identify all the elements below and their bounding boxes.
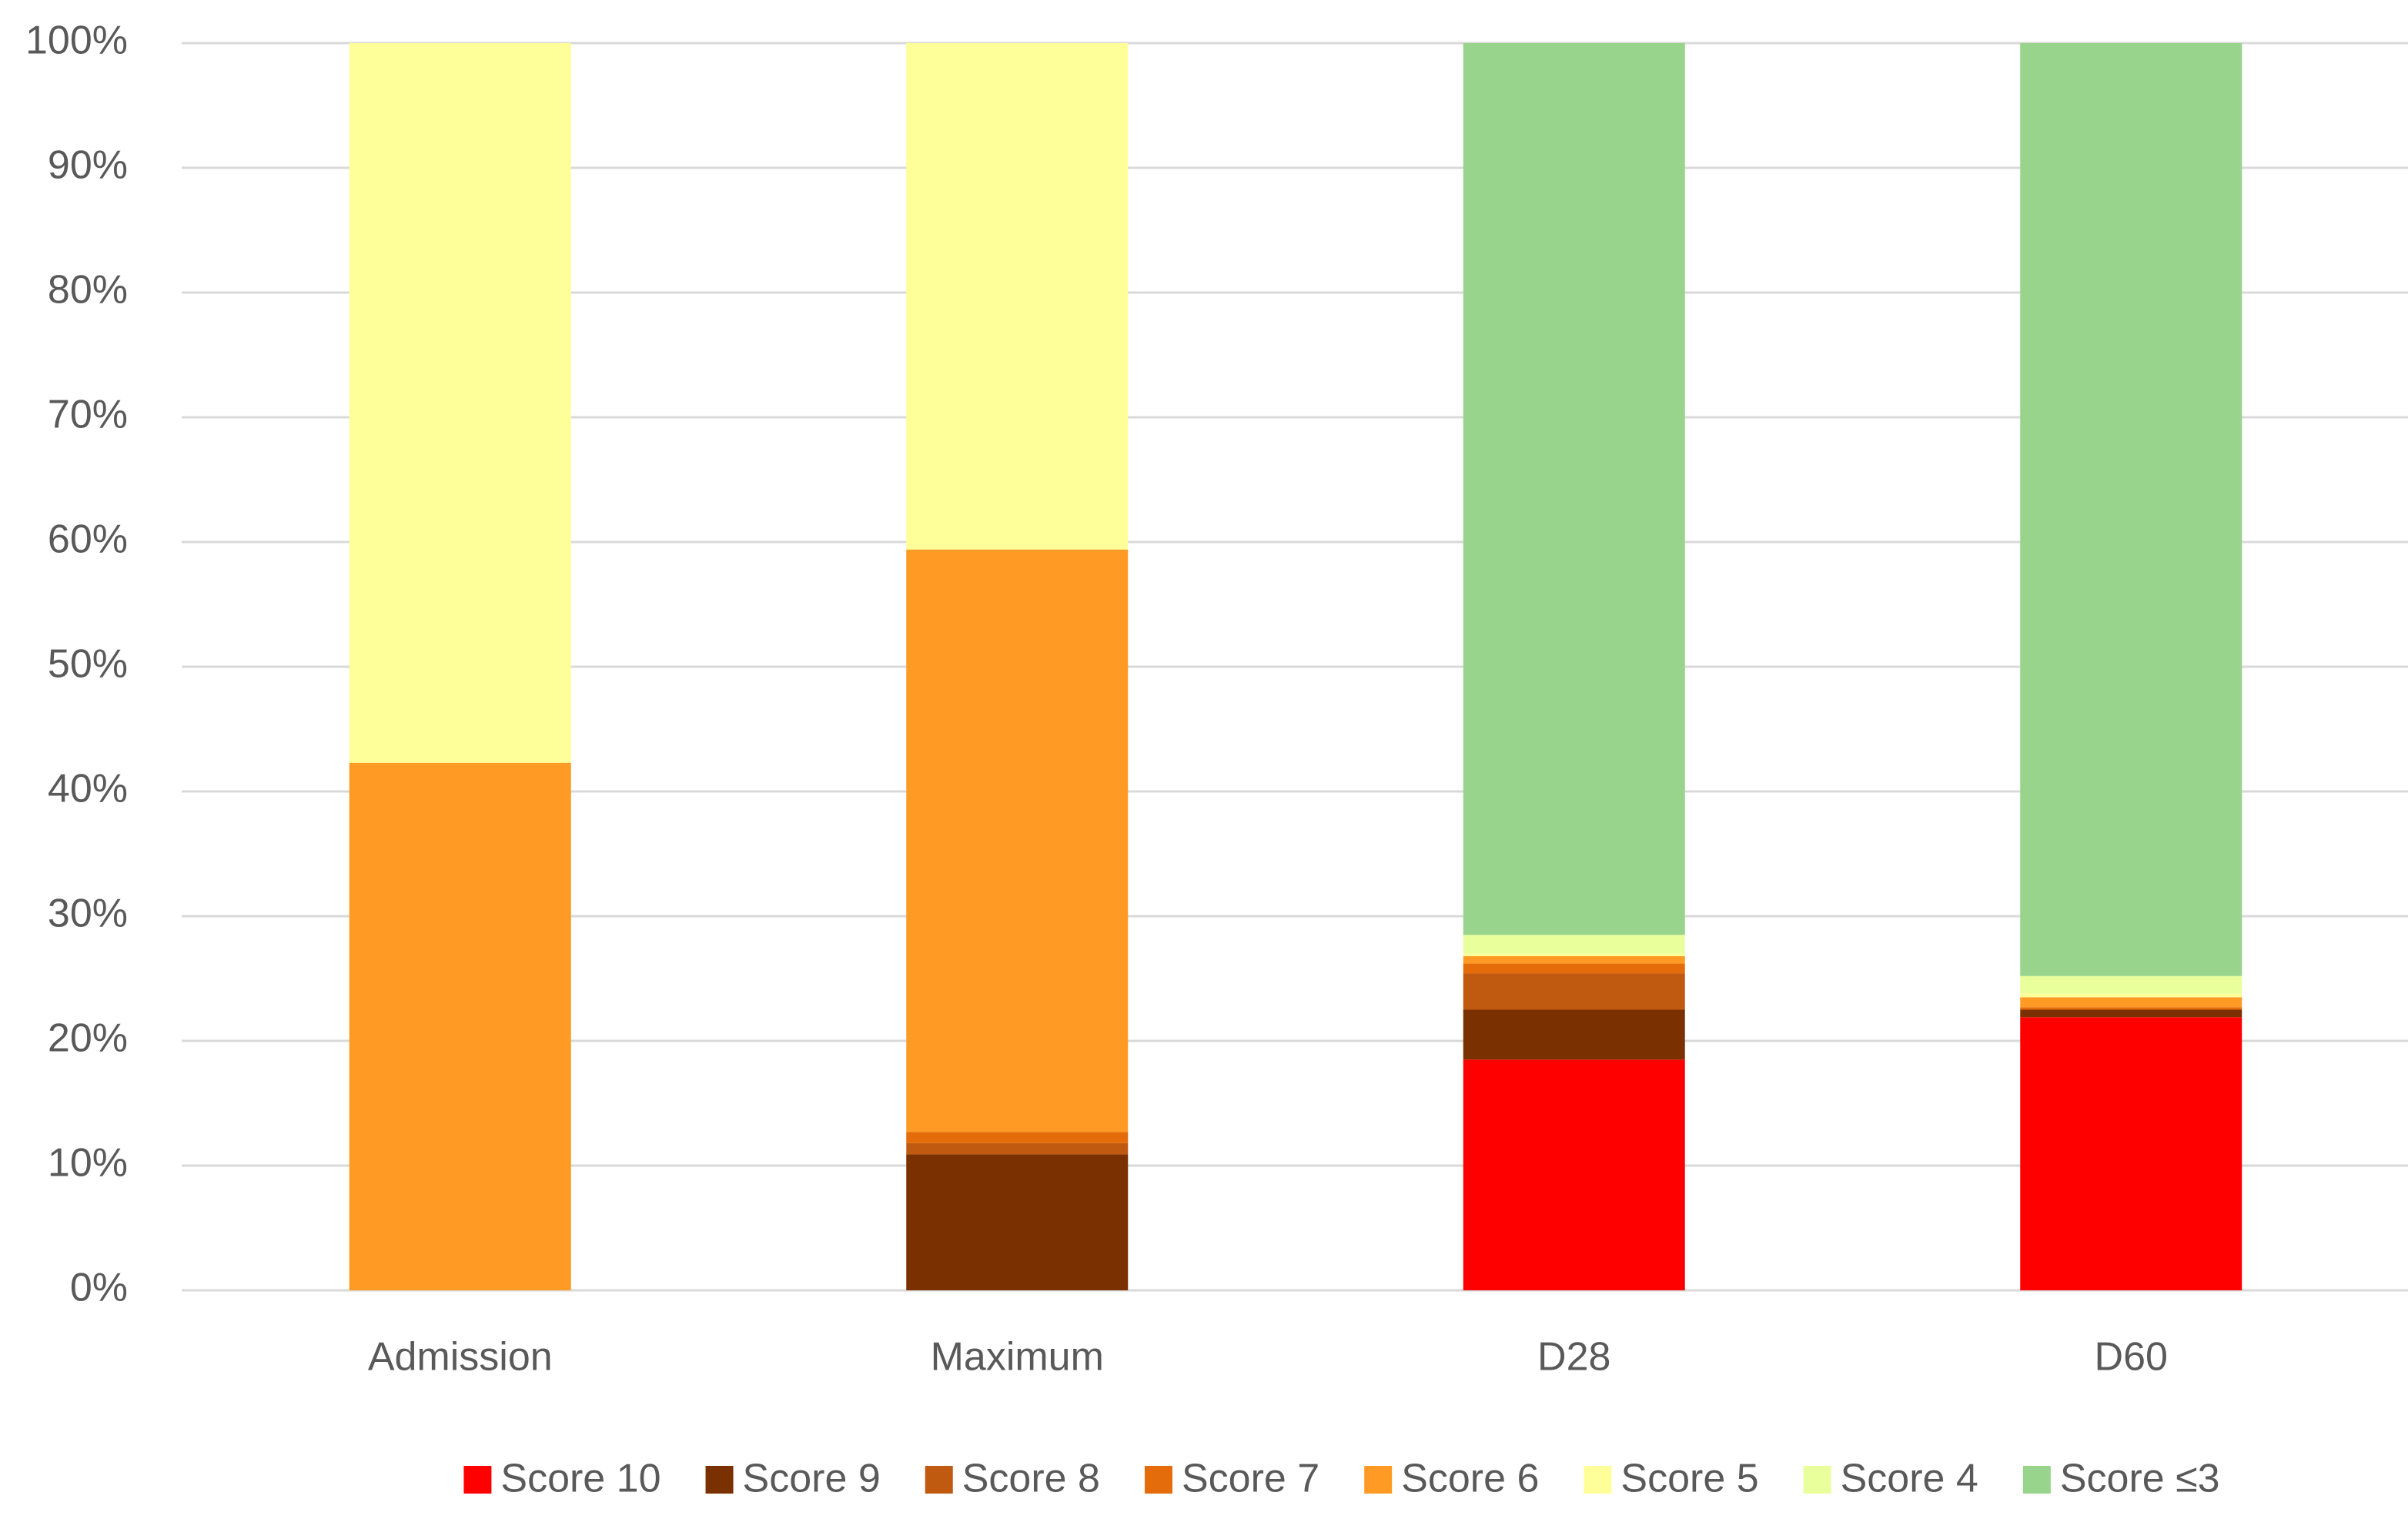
y-tick-label: 30% <box>48 892 128 936</box>
y-tick-label: 40% <box>48 767 128 811</box>
x-tick-label: Maximum <box>931 1335 1104 1380</box>
bar-segment <box>2020 1017 2242 1290</box>
bar-segment <box>906 549 1129 1133</box>
legend-swatch <box>1364 1466 1393 1494</box>
bar-segment <box>906 1132 1129 1143</box>
y-tick-label: 50% <box>48 642 128 687</box>
x-tick-label: Admission <box>368 1335 553 1380</box>
bar-segment <box>2020 997 2242 1008</box>
bar-segment <box>2020 1009 2242 1018</box>
bar-segment <box>2020 975 2242 994</box>
bar-segment <box>906 43 1129 550</box>
legend-swatch <box>2022 1466 2051 1494</box>
bar-segment <box>906 1143 1129 1155</box>
y-tick-label: 90% <box>48 143 128 188</box>
bar-segment <box>1463 953 1685 956</box>
y-tick-label: 0% <box>70 1266 128 1310</box>
legend-label: Score ≤3 <box>2060 1457 2220 1501</box>
x-tick-label: D60 <box>2095 1335 2168 1380</box>
legend-label: Score 9 <box>743 1457 881 1501</box>
y-tick-label: 60% <box>48 517 128 562</box>
bar-segment <box>2020 1007 2242 1010</box>
bar-segment <box>1463 973 1685 1010</box>
legend-swatch <box>1803 1466 1831 1494</box>
legend-label: Score 8 <box>962 1457 1100 1501</box>
legend-swatch <box>1144 1466 1172 1494</box>
legend-swatch <box>925 1466 953 1494</box>
y-tick-label: 20% <box>48 1016 128 1061</box>
legend-label: Score 6 <box>1401 1457 1539 1501</box>
y-tick-label: 70% <box>48 393 128 437</box>
legend-label: Score 4 <box>1841 1457 1978 1501</box>
legend-label: Score 7 <box>1182 1457 1319 1501</box>
bar-segment <box>1463 43 1685 935</box>
y-tick-label: 10% <box>48 1141 128 1186</box>
x-tick-label: D28 <box>1537 1335 1610 1380</box>
bar-segment <box>2020 993 2242 998</box>
legend-label: Score 5 <box>1620 1457 1758 1501</box>
bar-segment <box>1463 963 1685 974</box>
bar-segment <box>349 43 571 763</box>
bar-segment <box>1463 1059 1685 1290</box>
bar-segment <box>349 762 571 1290</box>
bar-segment <box>2020 43 2242 976</box>
bar-segment <box>1463 955 1685 964</box>
legend-swatch <box>463 1466 492 1494</box>
y-tick-label: 100% <box>25 18 128 63</box>
bar-segment <box>906 1154 1129 1290</box>
bar-segment <box>1463 935 1685 954</box>
y-tick-label: 80% <box>48 268 128 313</box>
bar-segment <box>1463 1009 1685 1060</box>
legend-swatch <box>705 1466 734 1494</box>
legend-swatch <box>1584 1466 1612 1494</box>
legend-label: Score 10 <box>500 1457 661 1501</box>
